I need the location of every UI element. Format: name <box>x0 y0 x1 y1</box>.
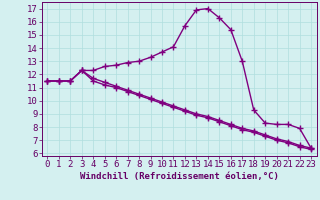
X-axis label: Windchill (Refroidissement éolien,°C): Windchill (Refroidissement éolien,°C) <box>80 172 279 181</box>
